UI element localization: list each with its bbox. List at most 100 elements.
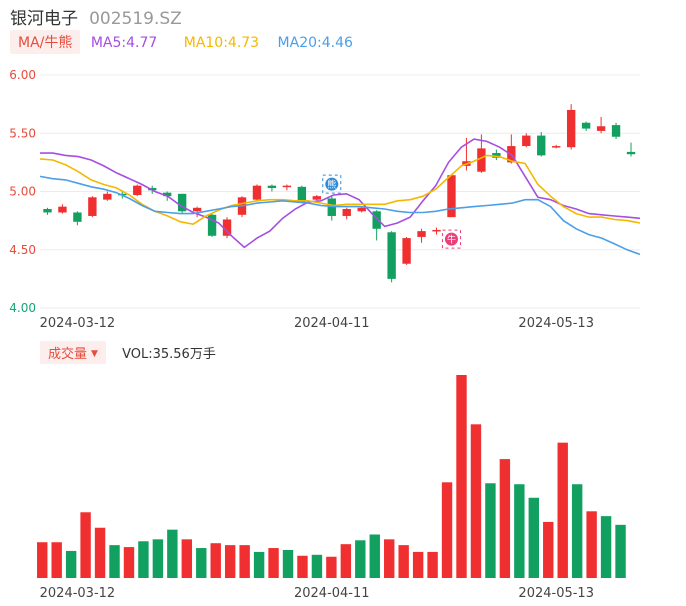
candle-body	[88, 197, 97, 216]
x-tick-label: 2024-04-11	[294, 586, 370, 601]
candle-body	[552, 146, 561, 148]
candle-body	[342, 208, 351, 216]
date-axis-price: 2024-03-12 2024-04-11 2024-05-13	[40, 316, 594, 331]
volume-bar	[456, 375, 467, 578]
candle-body	[312, 196, 321, 200]
ma-selector-button[interactable]: MA/牛熊	[10, 30, 81, 54]
volume-bar	[528, 497, 539, 578]
volume-bar	[311, 554, 323, 578]
signal-frame	[441, 229, 461, 249]
volume-bar	[499, 459, 511, 578]
volume-bar	[427, 551, 438, 578]
volume-bar	[571, 484, 583, 578]
volume-bar	[167, 529, 178, 578]
y-tick-label: 6.00	[9, 68, 36, 82]
signal-badge	[325, 177, 339, 191]
volume-bar	[600, 516, 612, 578]
volume-bar	[557, 442, 568, 578]
volume-bar	[123, 547, 135, 578]
volume-bar	[224, 545, 236, 578]
candle-body	[222, 219, 232, 236]
volume-bar	[152, 539, 164, 578]
stock-name: 银河电子	[10, 9, 78, 29]
stock-code: 002519.SZ	[89, 9, 182, 29]
candle-body	[432, 229, 441, 232]
candle-body	[73, 212, 82, 222]
candle-body	[192, 207, 202, 212]
signal-label: 牛	[447, 234, 456, 246]
volume-bar	[37, 542, 48, 578]
candle-body	[357, 207, 366, 212]
candle-body	[492, 153, 501, 158]
triangle-down-icon: ▼	[91, 349, 98, 359]
volume-selector-button[interactable]: 成交量 ▼	[40, 341, 106, 364]
volume-tag-label: 成交量	[48, 347, 88, 362]
volume-bar	[239, 545, 250, 578]
volume-bar	[210, 543, 221, 578]
volume-bar	[326, 556, 337, 578]
candle-body	[402, 238, 411, 264]
volume-bar	[586, 511, 597, 578]
x-tick-label: 2024-03-12	[40, 586, 116, 601]
price-axis: 6.00 5.50 5.00 4.50 4.00	[9, 68, 36, 315]
volume-bar	[181, 539, 193, 578]
candle-body	[162, 192, 172, 197]
volume-legend: 成交量 ▼ VOL:35.56万手	[40, 341, 216, 364]
ma10-line	[39, 154, 641, 225]
x-tick-label: 2024-05-13	[518, 316, 594, 331]
volume-bar	[340, 544, 352, 578]
volume-bar	[196, 548, 207, 578]
volume-bar	[253, 551, 265, 578]
candle-body	[447, 175, 456, 218]
volume-value: VOL:35.56万手	[122, 347, 216, 362]
candlesticks	[43, 104, 636, 283]
signal-label: 熊	[327, 179, 336, 191]
candle-body	[297, 186, 307, 202]
volume-bar	[109, 545, 120, 578]
volume-bar	[51, 542, 62, 578]
candle-body	[252, 185, 262, 200]
candle-body	[626, 151, 636, 155]
volume-bar	[369, 534, 380, 578]
y-tick-label: 5.00	[9, 185, 36, 199]
volume-bar	[355, 540, 366, 578]
volume-bar	[384, 539, 395, 578]
date-axis-volume: 2024-03-12 2024-04-11 2024-05-13	[40, 586, 594, 601]
volume-bar	[615, 524, 626, 578]
y-tick-label: 4.00	[9, 301, 36, 315]
x-tick-label: 2024-04-11	[294, 316, 370, 331]
volume-bar	[138, 541, 149, 578]
volume-bar	[398, 545, 409, 578]
x-tick-label: 2024-05-13	[518, 586, 594, 601]
candle-body	[417, 231, 426, 237]
title-row: 银河电子 002519.SZ	[10, 4, 182, 29]
volume-bar	[94, 527, 106, 578]
candle-body	[103, 193, 112, 200]
candle-body	[522, 135, 531, 147]
ma20-line	[39, 175, 641, 256]
candle-body	[596, 126, 606, 131]
candle-body	[282, 185, 292, 188]
candle-body	[477, 148, 486, 172]
volume-bar	[268, 548, 279, 578]
candle-body	[372, 211, 381, 229]
candle-body	[177, 193, 187, 212]
candle-body	[387, 232, 396, 279]
candle-body	[537, 135, 546, 156]
volume-bar	[514, 484, 525, 578]
volume-bar	[412, 551, 424, 578]
candle-body	[581, 122, 591, 129]
candle-body	[133, 185, 142, 195]
volume-bar	[65, 550, 77, 578]
volume-bar	[470, 424, 482, 578]
x-tick-label: 2024-03-12	[40, 316, 116, 331]
signal-markers: 熊牛	[322, 174, 461, 249]
ma-legend: MA/牛熊 MA5:4.77 MA10:4.73 MA20:4.46	[10, 30, 353, 54]
candle-body	[611, 125, 621, 137]
candle-body	[267, 185, 277, 189]
volume-bar	[485, 483, 496, 578]
y-tick-label: 5.50	[9, 126, 36, 140]
volume-bars	[37, 375, 626, 578]
volume-bar	[80, 512, 91, 578]
